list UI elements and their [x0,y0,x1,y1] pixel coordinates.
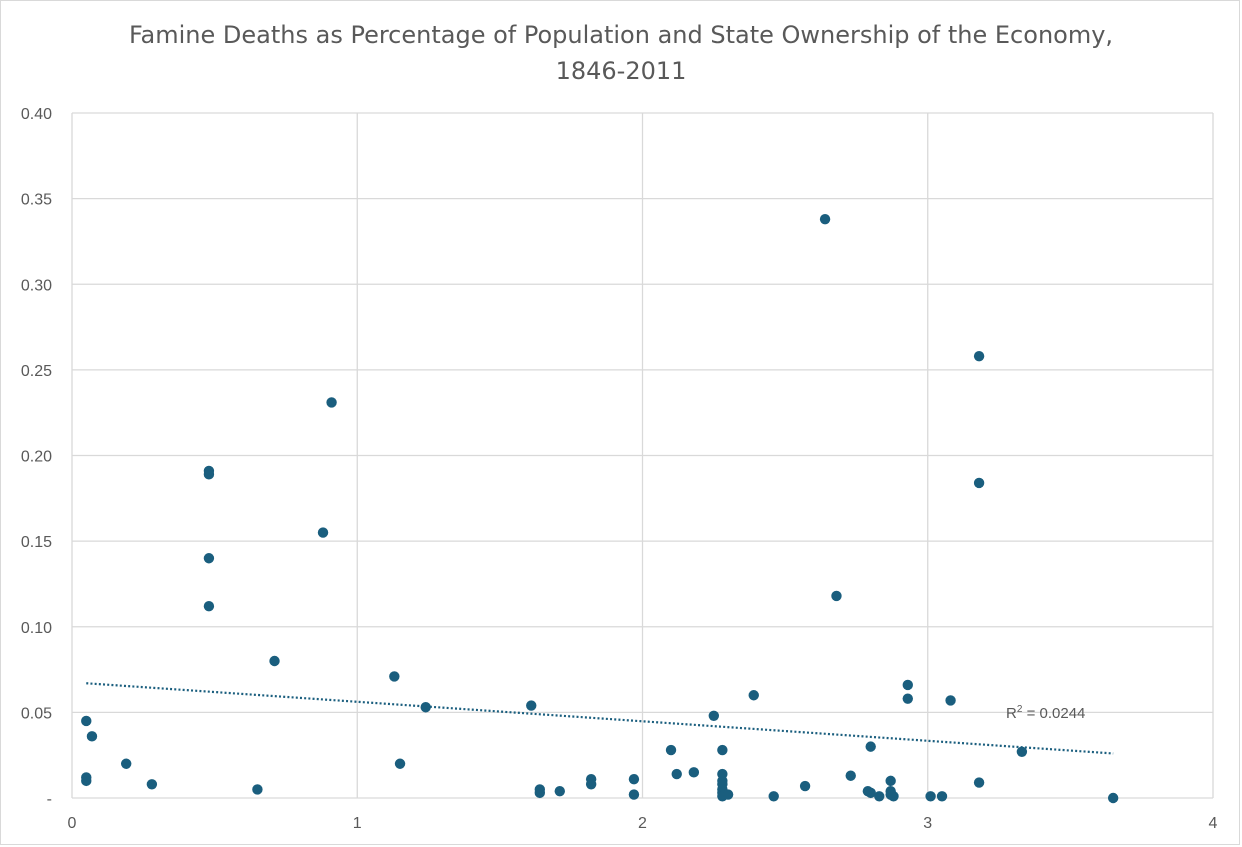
data-point [722,789,734,800]
data-point [203,469,215,480]
trendline-group [86,682,1114,755]
data-point [389,671,400,682]
data-point [534,787,546,799]
x-tick-label: 1 [353,815,362,832]
x-tick-label: 0 [68,815,77,832]
data-point [394,758,406,769]
data-point [326,397,337,408]
data-point [831,590,842,602]
data-point [865,741,876,752]
data-point [973,350,985,362]
data-point [120,758,132,769]
y-tick-label: 0.10 [21,620,52,637]
data-point [865,787,876,799]
data-point [973,777,985,788]
data-point [768,791,779,802]
data-point [902,679,913,691]
data-point [81,715,92,727]
data-point [628,773,640,785]
data-point [203,601,215,612]
data-point [317,527,329,538]
data-point [146,779,158,790]
y-tick-label: - [47,791,52,808]
data-point [874,791,885,802]
y-tick-label: 0.15 [21,534,52,551]
data-point [885,775,896,787]
data-point [748,690,759,701]
x-tick-label: 2 [638,815,647,832]
data-point [717,744,728,756]
data-point [888,791,899,802]
chart-title-line-2: 1846-2011 [556,57,687,85]
data-point [628,789,640,800]
data-point [945,695,956,706]
x-tick-label: 4 [1209,815,1218,832]
data-point [1107,792,1119,804]
data-point [973,477,985,489]
data-point [799,780,811,792]
data-point [665,744,677,756]
y-tick-label: 0.25 [21,363,52,380]
x-tick-label: 3 [923,815,932,832]
data-point [902,693,913,704]
data-point [819,213,831,225]
data-point [708,710,720,721]
data-point [86,731,98,742]
r-squared-superscript: 2 [1017,704,1023,715]
data-point [688,767,700,778]
data-point [585,779,597,790]
data-point [420,702,431,713]
chart-title-line-1: Famine Deaths as Percentage of Populatio… [129,21,1113,49]
r-squared-value: = 0.0244 [1022,705,1085,722]
data-point [81,775,92,787]
data-point [526,700,537,711]
data-point [269,655,280,667]
x-axis-ticks: 0 1 2 3 4 [68,815,1218,832]
y-tick-label: 0.20 [21,449,52,466]
data-point [1016,746,1028,757]
data-point [925,791,936,802]
data-point [203,553,215,564]
data-point [554,785,565,797]
data-point [671,768,682,780]
data-points [81,213,1119,804]
y-axis-ticks: - 0.05 0.10 0.15 0.20 0.25 0.30 0.35 0.40 [21,106,52,808]
r-squared-label: R2 = 0.0244 [1006,704,1085,722]
data-point [936,791,948,802]
data-point [845,770,856,781]
gridlines [71,112,1214,799]
y-tick-label: 0.05 [21,705,52,722]
data-point [252,784,263,795]
r-squared-prefix: R [1006,705,1017,722]
y-tick-label: 0.40 [21,106,52,123]
y-tick-label: 0.35 [21,192,52,209]
trendline [86,682,1114,755]
y-tick-label: 0.30 [21,277,52,294]
